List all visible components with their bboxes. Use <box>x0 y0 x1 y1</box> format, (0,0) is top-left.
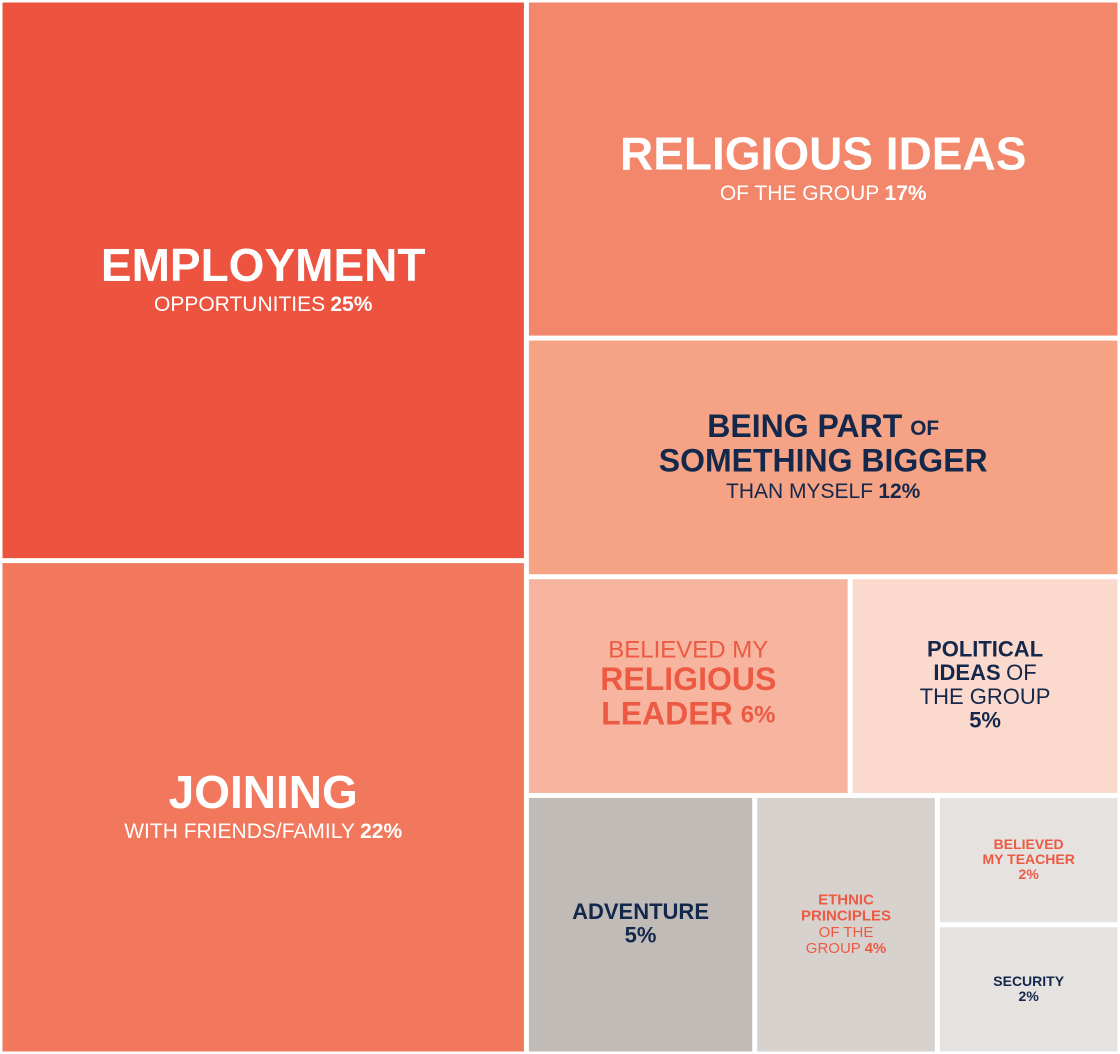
tile <box>852 579 1118 793</box>
tile-label: OF THE GROUP 17% <box>720 181 927 204</box>
tile-label: OPPORTUNITIES 25% <box>154 293 373 316</box>
value-label: 25% <box>330 293 372 316</box>
label-part: OPPORTUNITIES <box>154 293 325 316</box>
tile-label: BELIEVED MY <box>608 637 768 664</box>
tile-label: PRINCIPLES <box>801 908 891 925</box>
value-label: 2% <box>1019 866 1040 882</box>
label-part: POLITICAL <box>927 636 1043 661</box>
tile-label: 2% <box>1019 866 1040 882</box>
tile-label: POLITICAL <box>927 636 1043 661</box>
value-label: 12% <box>878 480 920 503</box>
tile <box>2 563 524 1052</box>
label-part: PRINCIPLES <box>801 908 891 925</box>
tile <box>757 797 935 1052</box>
label-part: OF <box>910 416 939 439</box>
label-part: LEADER <box>601 696 733 732</box>
value-label: 2% <box>1019 988 1040 1004</box>
value-label: 4% <box>865 940 887 957</box>
tile-label: 5% <box>625 922 657 947</box>
label-part: SOMETHING BIGGER <box>659 443 988 479</box>
label-part: SECURITY <box>993 973 1064 989</box>
label-part: IDEAS <box>933 660 1000 685</box>
label-part: BELIEVED MY <box>608 637 768 664</box>
tile-label: THE GROUP <box>920 684 1051 709</box>
tile-label: MY TEACHER <box>983 851 1075 867</box>
tile-label: ADVENTURE <box>572 899 709 924</box>
tile <box>528 579 848 793</box>
tile-label: LEADER 6% <box>601 696 775 732</box>
label-part: RELIGIOUS IDEAS <box>620 128 1026 180</box>
tile-label: ETHNIC <box>818 891 874 908</box>
tile <box>528 2 1118 336</box>
label-part: OF <box>1006 660 1037 685</box>
label-part: THAN MYSELF <box>726 480 873 503</box>
tile-label: EMPLOYMENT <box>101 239 426 291</box>
tile <box>2 2 524 559</box>
tile <box>939 797 1118 923</box>
label-part: THE GROUP <box>920 684 1051 709</box>
tile <box>528 340 1118 575</box>
label-part: OF THE GROUP <box>720 181 879 204</box>
tile-label: RELIGIOUS <box>600 661 776 697</box>
tile <box>528 797 753 1052</box>
value-label: 5% <box>625 922 657 947</box>
tile-label: WITH FRIENDS/FAMILY 22% <box>124 820 402 843</box>
value-label: 5% <box>969 708 1001 733</box>
value-label: 22% <box>360 820 402 843</box>
label-part: BEING PART <box>707 408 902 444</box>
label-part: EMPLOYMENT <box>101 239 426 291</box>
label-part: ETHNIC <box>818 891 874 908</box>
label-part: MY TEACHER <box>983 851 1075 867</box>
tile-label: SOMETHING BIGGER <box>659 443 988 479</box>
tile-label: RELIGIOUS IDEAS <box>620 128 1026 180</box>
tile-label: 2% <box>1019 988 1040 1004</box>
tile-label: GROUP 4% <box>806 940 886 957</box>
tile-label: THAN MYSELF 12% <box>726 480 921 503</box>
value-label: 17% <box>885 181 927 204</box>
tile-label: OF THE <box>819 924 874 941</box>
tile-label: IDEAS OF <box>933 660 1036 685</box>
tile-label: BELIEVED <box>994 836 1064 852</box>
label-part: ADVENTURE <box>572 899 709 924</box>
tile-label: JOINING <box>169 766 358 818</box>
tile <box>939 927 1118 1052</box>
label-part: OF THE <box>819 924 874 941</box>
value-label: 6% <box>741 702 776 729</box>
label-part: GROUP <box>806 940 861 957</box>
tile-label: BEING PART OF <box>707 408 939 444</box>
label-part: BELIEVED <box>994 836 1064 852</box>
tile-label: SECURITY <box>993 973 1064 989</box>
label-part: JOINING <box>169 766 358 818</box>
label-part: RELIGIOUS <box>600 661 776 697</box>
tile-label: 5% <box>969 708 1001 733</box>
label-part: WITH FRIENDS/FAMILY <box>124 820 355 843</box>
